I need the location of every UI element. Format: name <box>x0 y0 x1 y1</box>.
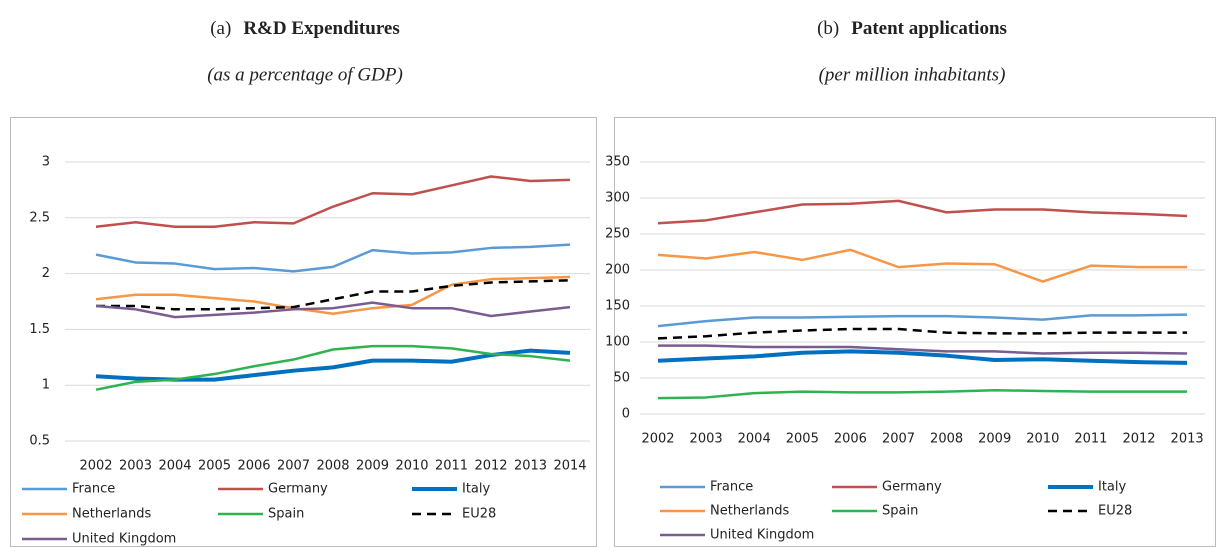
panel-label: (a) <box>210 18 231 39</box>
x-tick-label: 2009 <box>356 459 389 474</box>
x-tick-label: 2003 <box>690 432 723 447</box>
x-tick-label: 2004 <box>158 459 191 474</box>
y-tick-label: 1.5 <box>29 322 50 337</box>
x-tick-label: 2003 <box>119 459 152 474</box>
x-tick-label: 2014 <box>553 459 586 474</box>
y-tick-label: 300 <box>605 191 630 206</box>
legend-label: EU28 <box>462 507 496 522</box>
series-line <box>95 175 571 228</box>
x-tick-label: 2010 <box>1026 432 1059 447</box>
y-tick-label: 0 <box>622 407 630 422</box>
x-tick-label: 2007 <box>277 459 310 474</box>
legend-label: EU28 <box>1098 504 1132 519</box>
y-tick-label: 2 <box>42 266 50 281</box>
y-tick-label: 350 <box>605 155 630 170</box>
series-line <box>657 313 1188 328</box>
y-tick-label: 1 <box>42 378 50 393</box>
legend-label: Germany <box>268 482 328 497</box>
x-tick-label: 2012 <box>474 459 507 474</box>
legend-label: United Kingdom <box>72 532 176 547</box>
x-tick-label: 2007 <box>882 432 915 447</box>
series-line <box>95 243 571 273</box>
y-tick-label: 2.5 <box>29 210 50 225</box>
chart-title: (b) Patent applications <box>817 18 1007 39</box>
legend-label: France <box>72 482 115 497</box>
legend-label: Spain <box>882 504 918 519</box>
y-tick-label: 150 <box>605 299 630 314</box>
x-tick-label: 2013 <box>1171 432 1204 447</box>
series-line <box>657 248 1188 283</box>
title-text: R&D Expenditures <box>243 18 399 39</box>
x-tick-label: 2012 <box>1122 432 1155 447</box>
legend-label: Spain <box>268 507 304 522</box>
y-tick-label: 250 <box>605 227 630 242</box>
chart-subtitle: (as a percentage of GDP) <box>207 64 403 85</box>
series-line <box>657 327 1188 340</box>
x-tick-label: 2006 <box>834 432 867 447</box>
x-tick-label: 2004 <box>738 432 771 447</box>
series-line <box>95 301 571 319</box>
y-tick-label: 50 <box>613 371 630 386</box>
series-line <box>95 344 571 391</box>
title-text: Patent applications <box>851 18 1007 39</box>
series-line <box>96 279 571 311</box>
legend-label: Netherlands <box>710 504 789 519</box>
x-tick-label: 2008 <box>930 432 963 447</box>
x-tick-label: 2006 <box>237 459 270 474</box>
series-line <box>657 199 1188 225</box>
y-tick-label: 3 <box>42 155 50 170</box>
x-tick-label: 2010 <box>395 459 428 474</box>
x-tick-label: 2005 <box>786 432 819 447</box>
series-line <box>657 388 1188 400</box>
series-line <box>658 344 1188 355</box>
legend-label: Italy <box>462 482 491 497</box>
x-tick-label: 2002 <box>79 459 112 474</box>
x-tick-label: 2011 <box>435 459 468 474</box>
series-line <box>95 275 571 316</box>
y-tick-label: 0.5 <box>29 434 50 449</box>
x-tick-label: 2013 <box>514 459 547 474</box>
legend-label: Italy <box>1098 480 1127 495</box>
legend-label: France <box>710 480 753 495</box>
chart-title: (a) R&D Expenditures <box>210 18 400 39</box>
series-line <box>657 349 1188 365</box>
x-tick-label: 2005 <box>198 459 231 474</box>
y-tick-label: 100 <box>605 335 630 350</box>
x-tick-label: 2009 <box>978 432 1011 447</box>
legend-label: United Kingdom <box>710 528 814 543</box>
panel-label: (b) <box>817 18 839 39</box>
x-tick-label: 2002 <box>641 432 674 447</box>
y-tick-label: 200 <box>605 263 630 278</box>
chart-subtitle: (per million inhabitants) <box>819 64 1006 85</box>
legend-label: Germany <box>882 480 942 495</box>
x-tick-label: 2011 <box>1074 432 1107 447</box>
legend-label: Netherlands <box>72 507 151 522</box>
x-tick-label: 2008 <box>316 459 349 474</box>
